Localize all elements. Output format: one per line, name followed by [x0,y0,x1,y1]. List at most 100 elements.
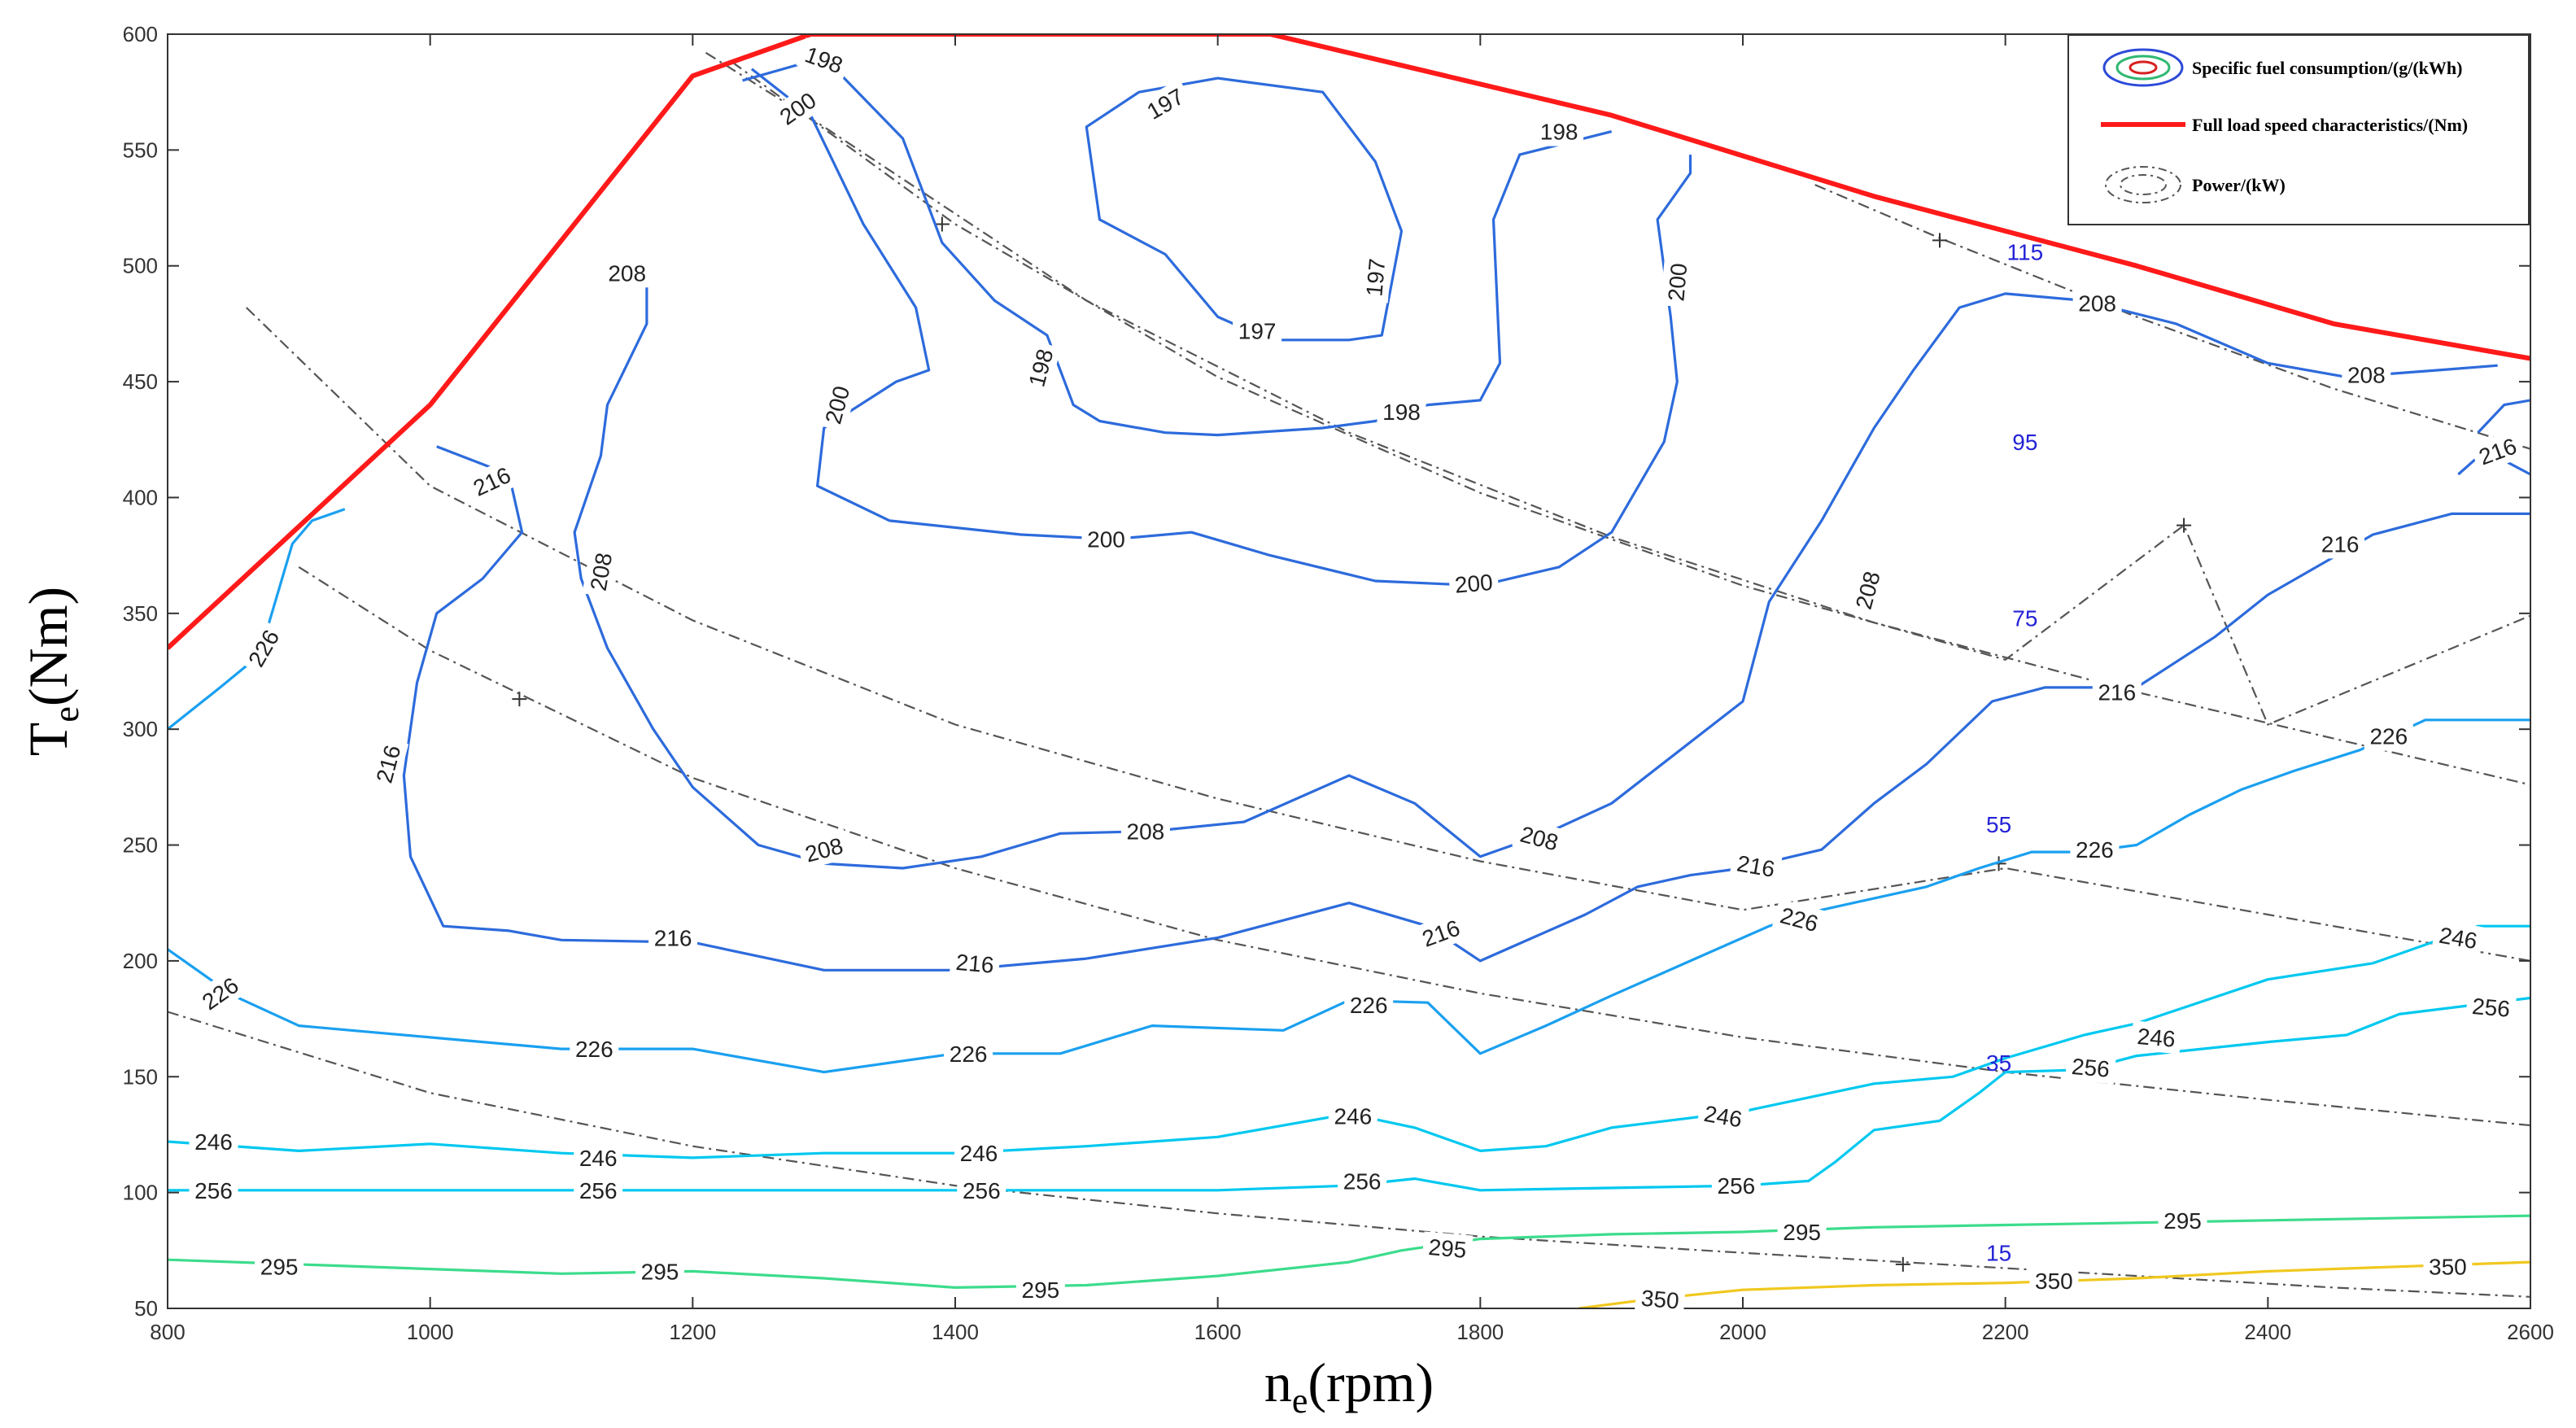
contour-label-256: 256 [957,1175,1006,1205]
contour-label-246: 246 [189,1127,238,1156]
contour-label-text: 295 [2163,1208,2202,1234]
y-tick-label: 500 [123,254,158,278]
contour-label-bg [1711,1171,1761,1201]
contour-label-198: 198 [1019,340,1062,395]
legend-sfc-mid-icon [2115,55,2171,81]
contour-label-295: 295 [635,1256,684,1286]
x-tick-label: 1800 [1456,1320,1504,1344]
contour-label-198: 198 [1535,116,1584,146]
contour-label-bg [957,1175,1006,1205]
power-marker [512,692,527,707]
x-tick-label: 1400 [932,1320,979,1344]
contour-label-text: 295 [1427,1234,1467,1263]
power-curve-35 [298,566,2530,1127]
contour-label-208: 208 [1120,816,1170,846]
contour-label-208: 208 [582,544,620,599]
contour-label-246: 246 [954,1138,1003,1168]
contour-label-text: 295 [1022,1277,1060,1303]
contour-label-200: 200 [1660,256,1694,308]
sfc-contour-256 [168,996,2530,1192]
contour-label-bg [1344,990,1394,1020]
contour-label-197: 197 [1358,251,1392,304]
contour-label-295: 295 [1421,1231,1474,1265]
contour-label-bg [2070,835,2120,865]
contour-label-246: 246 [1328,1101,1378,1131]
legend-sfc-inner-icon [2128,60,2158,75]
contour-label-text: 197 [1361,257,1390,297]
contour-label-bg [1019,340,1062,395]
legend-power-outer-icon [2105,166,2181,203]
contour-label-350: 350 [2423,1251,2473,1282]
x-tick-label: 2000 [1719,1320,1766,1344]
legend-power-inner-icon [2120,174,2167,195]
contour-label-bg [1660,256,1694,308]
contour-label-bg [367,736,409,792]
y-tick-label: 100 [123,1181,158,1205]
contour-label-bg [816,377,858,433]
contour-label-text: 256 [579,1178,618,1203]
x-tick-label: 1200 [669,1320,716,1344]
contour-label-text: 208 [608,260,646,286]
contour-label-text: 295 [1783,1220,1821,1245]
contour-label-bg [2158,1205,2207,1235]
power-label-95: 95 [2012,430,2037,455]
x-axis-title: ne(rpm) [1264,1352,1434,1421]
x-tick-label: 1000 [407,1320,454,1344]
contour-label-256: 256 [189,1175,238,1205]
contour-label-bg [2431,919,2485,957]
legend-sfc-outer-icon [2102,48,2184,87]
full-load-curve [168,34,2530,650]
contour-label-text: 200 [1087,527,1125,552]
contour-label-295: 295 [255,1251,304,1282]
power-curve-75 [705,51,2530,786]
contour-label-text: 246 [194,1129,233,1155]
contour-label-208: 208 [797,829,852,871]
contour-label-text: 246 [960,1141,998,1166]
contour-label-226: 226 [1344,990,1394,1020]
contour-label-bg [1512,817,1567,859]
contour-label-bg [1377,397,1426,427]
contour-label-text: 246 [1334,1104,1372,1129]
sfc-contour-200 [750,68,1692,587]
contour-label-text: 246 [2137,1024,2177,1052]
contour-label-text: 198 [1382,400,1421,425]
contour-label-bg [1771,898,1827,940]
contour-label-bg [189,1175,238,1205]
contour-label-198: 198 [1377,397,1426,427]
power-label-35: 35 [1986,1050,2011,1076]
contour-label-bg [2342,360,2391,390]
contour-label-bg [1421,1231,1474,1265]
contour-label-text: 226 [575,1037,613,1062]
contour-label-bg [2092,677,2142,707]
contour-label-text: 208 [2078,290,2116,316]
contour-label-text: 226 [2076,837,2114,862]
contour-label-bg [1338,1166,1387,1196]
contour-label-text: 198 [1540,120,1578,145]
power-curve-115 [1814,184,2530,450]
contour-label-text: 200 [1454,570,1494,598]
y-tick-label: 400 [123,485,158,509]
contour-label-text: 295 [260,1255,299,1280]
contour-label-text: 256 [1343,1168,1382,1194]
contour-label-bg [2364,721,2413,751]
contour-label-text: 226 [2369,724,2408,749]
contour-label-text: 350 [2429,1255,2467,1280]
contour-label-bg [2316,529,2365,559]
power-label-75: 75 [2012,606,2037,631]
contour-label-bg [1777,1217,1827,1247]
contour-label-256: 256 [1338,1166,1387,1196]
power-label-15: 15 [1986,1241,2011,1266]
contour-label-bg [769,82,827,135]
contour-label-246: 246 [574,1142,623,1173]
contour-label-bg [255,1251,304,1282]
sfc-contour-216 [2477,399,2530,434]
contour-label-216: 216 [367,736,409,792]
contour-label-bg [574,1175,623,1205]
contour-label-197: 197 [1233,316,1282,346]
contour-label-bg [797,829,852,871]
sfc-contour-226 [168,718,2530,1074]
y-tick-label: 250 [123,833,158,858]
contour-label-200: 200 [1447,566,1500,600]
contour-label-bg [2072,288,2122,318]
